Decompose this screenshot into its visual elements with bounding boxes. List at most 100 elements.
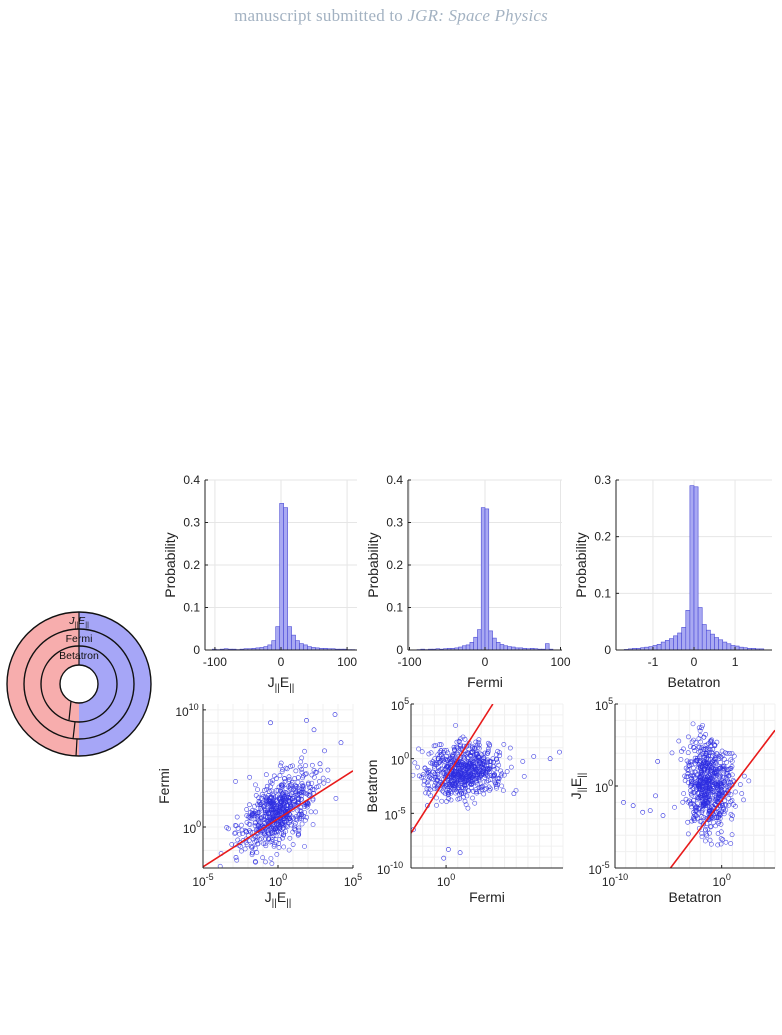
- scatter2-point-210: [466, 788, 472, 794]
- scatter2-point-611: [495, 759, 500, 765]
- hist3-xtick-label-0: -1: [648, 655, 659, 669]
- ring-left-half: [7, 612, 79, 756]
- hist2-bar-23: [503, 645, 508, 651]
- scatter1-point-634: [299, 769, 305, 775]
- hist2-bar-17: [480, 507, 486, 651]
- scatter2-outlier-2: [441, 855, 447, 861]
- scatter1-point-612: [282, 793, 288, 799]
- scatter1-point-563: [293, 784, 299, 790]
- scatter1-point-642: [296, 825, 302, 831]
- hist1-ytick-label-2: 0.2: [183, 558, 200, 572]
- scatter2-point-111: [446, 790, 451, 796]
- scatter1-point-1: [274, 851, 280, 857]
- scatter3-point-596: [698, 803, 704, 809]
- ring-separator-inner-bottom: [68, 700, 72, 721]
- scatter1-point-614: [296, 790, 302, 796]
- scatter2-point-523: [475, 782, 480, 787]
- scatter3-point-634: [712, 756, 718, 762]
- hist1-bar-15: [271, 640, 277, 651]
- scatter2-point-614: [468, 782, 474, 787]
- scatter3-point-201: [707, 837, 713, 843]
- scatter3-point-431: [688, 773, 694, 779]
- scatter2-point-646: [432, 774, 438, 780]
- hist2-xtick-label-0: -100: [397, 655, 421, 669]
- scatter2-point-560: [451, 768, 457, 774]
- scatter3-point-511: [699, 834, 705, 840]
- scatter1-point-503: [297, 764, 303, 770]
- scatter1-point-238: [284, 766, 290, 772]
- hist2-xlabel: Fermi: [467, 674, 503, 690]
- scatter1-point-608: [298, 809, 304, 814]
- scatter3-point-442: [709, 759, 715, 765]
- scatter2-point-602: [472, 755, 478, 761]
- scatter1-point-621: [300, 813, 306, 819]
- scatter2-point-293: [508, 764, 514, 770]
- scatter3-outlier-4: [660, 813, 666, 818]
- hist2-bar-22: [499, 644, 505, 651]
- scatter2-point-606: [432, 766, 437, 771]
- scatter1-point-640: [290, 842, 296, 847]
- scatter1-point-214: [281, 776, 287, 782]
- scatter3-outlier-2: [640, 809, 646, 815]
- scatter1-point-613: [297, 791, 303, 797]
- scatter2-point-536: [485, 740, 491, 746]
- scatter1-point-212: [271, 833, 277, 839]
- hist1-bar-13: [263, 646, 269, 651]
- scatter3-point-525: [707, 746, 713, 752]
- scatter2-point-575: [468, 750, 474, 756]
- scatter2-point-569: [496, 776, 502, 782]
- scatter3-outlier-5: [621, 800, 626, 805]
- scatter3-point-58: [733, 789, 738, 795]
- hist1-ytick-label-3: 0.3: [183, 516, 200, 530]
- scatter2-point-287: [482, 786, 488, 792]
- scatter3-point-389: [721, 774, 727, 780]
- scatter3-point-615: [709, 792, 715, 798]
- scatter1-point-564: [306, 784, 312, 790]
- scatter1-point-285: [278, 763, 283, 769]
- scatter3-point-340: [724, 759, 729, 765]
- scatter1-point-604: [277, 824, 283, 830]
- scatter3-point-565: [720, 837, 726, 843]
- scatter3-point-534: [689, 792, 695, 798]
- hist1-xtick-label-2: 100: [337, 655, 357, 669]
- scatter1-point-448: [239, 822, 244, 828]
- scatter1-point-511: [313, 809, 318, 815]
- scatter1-point-446: [247, 774, 253, 780]
- scatter2-point-493: [480, 761, 486, 767]
- scatter3-point-277: [713, 810, 719, 815]
- ring-label-jpar: J||E||: [68, 615, 89, 629]
- scatter3-point-399: [688, 800, 694, 806]
- hist3-bar-15: [685, 610, 691, 651]
- scatter2-point-446: [464, 778, 469, 783]
- hist3-bar-19: [701, 624, 707, 651]
- scatter2-point-471: [491, 766, 497, 772]
- scatter3-point-138: [691, 797, 697, 803]
- hist3-bar-20: [706, 629, 711, 651]
- hist2-bar-15: [473, 636, 478, 651]
- scatter2-point-174: [424, 780, 430, 786]
- scatter3-xtick-label-1: 100: [712, 872, 730, 889]
- scatter1-point-122: [299, 821, 305, 827]
- scatter3-point-587: [703, 794, 708, 800]
- hist2-ytick-label-1: 0.1: [386, 601, 403, 615]
- scatter1-point-115: [243, 836, 249, 842]
- scatter2-point-546: [464, 771, 470, 776]
- scatter2-point-452: [468, 758, 473, 764]
- scatter3-point-626: [718, 760, 723, 765]
- scatter3-point-569: [746, 778, 752, 784]
- scatter3-point-69: [699, 830, 705, 836]
- scatter2-point-402: [487, 743, 492, 749]
- hist3-ytick-label-1: 0.1: [594, 586, 611, 600]
- scatter2-point-489: [479, 769, 485, 775]
- scatter3-point-560: [705, 797, 711, 803]
- scatter3-point-593: [719, 784, 725, 790]
- scatter3-point-647: [699, 768, 704, 773]
- scatter3-point-337: [741, 797, 746, 803]
- scatter1-point-323: [264, 787, 269, 792]
- scatter1-point-553: [233, 823, 239, 829]
- scatter3-point-529: [728, 811, 734, 817]
- scatter2-point-630: [426, 751, 432, 757]
- scatter1-point-417: [244, 813, 250, 818]
- scatter1-point-106: [239, 848, 244, 854]
